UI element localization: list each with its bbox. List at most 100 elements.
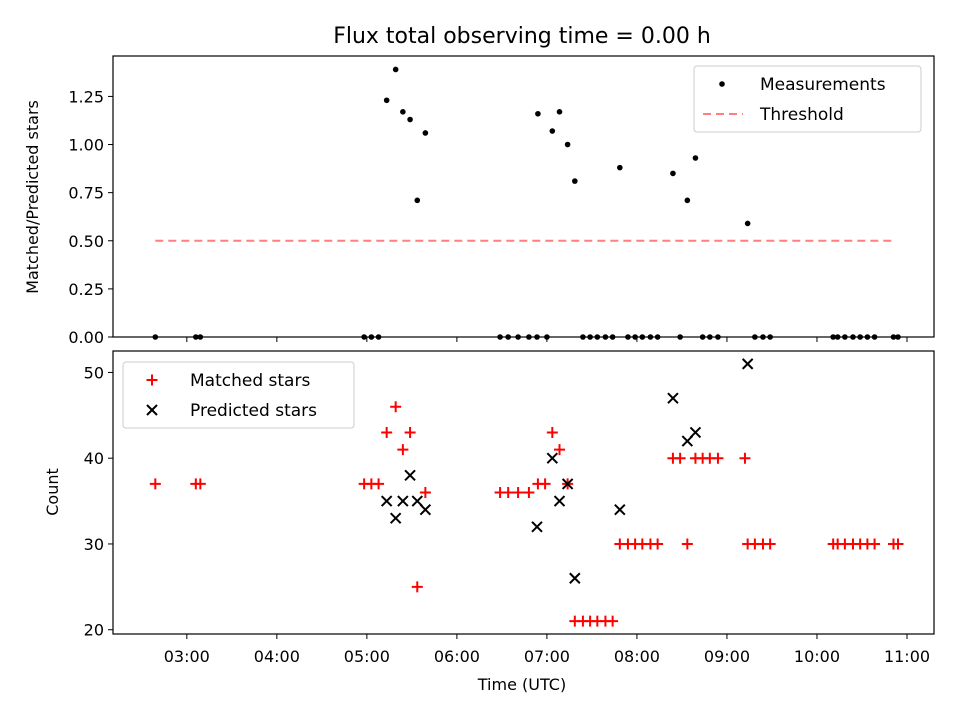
matched-star-point (712, 452, 724, 464)
matched-star-point (739, 452, 751, 464)
matched-star-point (381, 426, 393, 438)
matched-star-point (373, 478, 385, 490)
matched-star-point (390, 401, 402, 413)
matched-star-point (674, 452, 686, 464)
measurement-point (383, 97, 390, 104)
bottom-legend-box (122, 361, 355, 429)
bottom-y-tick-label: 50 (84, 363, 104, 382)
legend-measurements-label: Measurements (760, 75, 886, 95)
top-y-tick-label: 1.00 (68, 136, 104, 155)
top-y-tick-label: 0.75 (68, 184, 104, 203)
top-y-tick-label: 0.50 (68, 232, 104, 251)
legend-predicted-marker (146, 404, 158, 416)
top-axes-frame (112, 55, 935, 338)
bottom-x-tick-label: 03:00 (164, 647, 210, 666)
bottom-y-tick-label: 20 (84, 621, 104, 640)
top-y-ticks: 0.00 0.25 0.50 0.75 1.00 1.25 (68, 87, 113, 347)
bottom-x-tick-label: 08:00 (614, 647, 660, 666)
top-y-tick-label: 0.25 (68, 280, 104, 299)
predicted-star-point (419, 503, 432, 516)
measurement-point (422, 130, 429, 136)
predicted-star-point (380, 495, 393, 507)
top-legend: Measurements Threshold (693, 65, 922, 133)
predicted-star-point (531, 521, 543, 533)
legend-matched-marker (146, 374, 158, 386)
measurement-point (617, 164, 623, 171)
x-axis-label: Time (UTC) (477, 675, 566, 694)
measurement-point (684, 197, 691, 204)
matched-star-point (523, 487, 535, 498)
bottom-x-tick-label: 09:00 (704, 647, 750, 666)
predicted-star-point (561, 478, 574, 490)
matched-star-point (869, 538, 881, 550)
measurement-point (572, 178, 578, 184)
bottom-x-tick-label: 10:00 (794, 647, 840, 666)
bottom-axes-frame (112, 350, 935, 635)
bottom-y-ticks: 20 30 40 50 (84, 363, 113, 640)
bottom-legend: Matched stars Predicted stars (122, 361, 355, 429)
measurement-point (670, 170, 676, 177)
bottom-x-tick-label: 04:00 (254, 647, 300, 666)
predicted-star-point (689, 426, 702, 439)
top-legend-box (693, 65, 922, 133)
predicted-star-point (569, 572, 581, 584)
predicted-star-point (389, 512, 402, 524)
matched-star-point (607, 615, 619, 627)
matched-star-point (546, 426, 558, 438)
chart-title: Flux total observing time = 0.00 h (333, 24, 711, 49)
top-y-tick-label: 1.25 (68, 87, 104, 106)
matched-star-point (397, 444, 409, 456)
matched-star-point (892, 538, 904, 550)
bottom-x-tick-label: 07:00 (524, 647, 570, 666)
measurement-point (692, 155, 699, 161)
measurement-point (556, 109, 563, 115)
bottom-x-tick-label: 11:00 (884, 647, 930, 666)
bottom-marks (149, 358, 904, 627)
matched-star-point (502, 487, 514, 498)
bottom-x-ticks: 03:00 04:00 05:00 06:00 07:00 08:00 09:00 10:00… (164, 634, 930, 666)
measurement-point (549, 128, 556, 134)
top-panel: 0.00 0.25 0.50 0.75 1.00 1.25 Matched/Predict… (23, 55, 935, 347)
top-x-ticks (186, 337, 908, 342)
top-y-tick-label: 0.00 (68, 328, 104, 347)
matched-star-point (404, 426, 416, 438)
legend-matched-label: Matched stars (190, 371, 310, 391)
legend-measurements-marker (719, 81, 725, 87)
measurement-point (414, 197, 421, 204)
measurement-point (392, 66, 399, 73)
matched-star-point (764, 538, 776, 550)
matched-star-point (681, 538, 693, 550)
predicted-star-point (667, 392, 679, 404)
matched-star-point (419, 487, 431, 498)
predicted-star-point (553, 495, 566, 507)
measurement-point (564, 141, 571, 148)
predicted-star-point (411, 495, 423, 507)
measurement-point (744, 220, 751, 227)
matched-star-point (149, 478, 161, 490)
predicted-star-point (741, 358, 754, 370)
predicted-star-point (397, 495, 409, 507)
predicted-star-point (681, 435, 694, 447)
matched-star-point (539, 478, 551, 490)
predicted-star-point (404, 469, 416, 482)
bottom-x-tick-label: 06:00 (434, 647, 480, 666)
matched-star-point (554, 444, 566, 456)
matched-star-point (411, 581, 423, 593)
bottom-x-tick-label: 05:00 (344, 647, 390, 666)
predicted-star-point (614, 503, 626, 516)
bottom-y-tick-label: 30 (84, 535, 104, 554)
matched-star-point (512, 487, 524, 498)
predicted-star-point (546, 452, 559, 464)
legend-threshold-label: Threshold (759, 105, 844, 125)
top-y-axis-label: Matched/Predicted stars (23, 100, 42, 294)
legend-predicted-label: Predicted stars (190, 401, 317, 421)
measurement-point (407, 116, 413, 123)
matched-star-point (194, 478, 206, 490)
measurement-point (535, 110, 541, 117)
matched-star-point (652, 538, 664, 550)
measurement-point (400, 109, 406, 115)
bottom-y-axis-label: Count (43, 468, 62, 516)
bottom-y-tick-label: 40 (84, 449, 104, 468)
